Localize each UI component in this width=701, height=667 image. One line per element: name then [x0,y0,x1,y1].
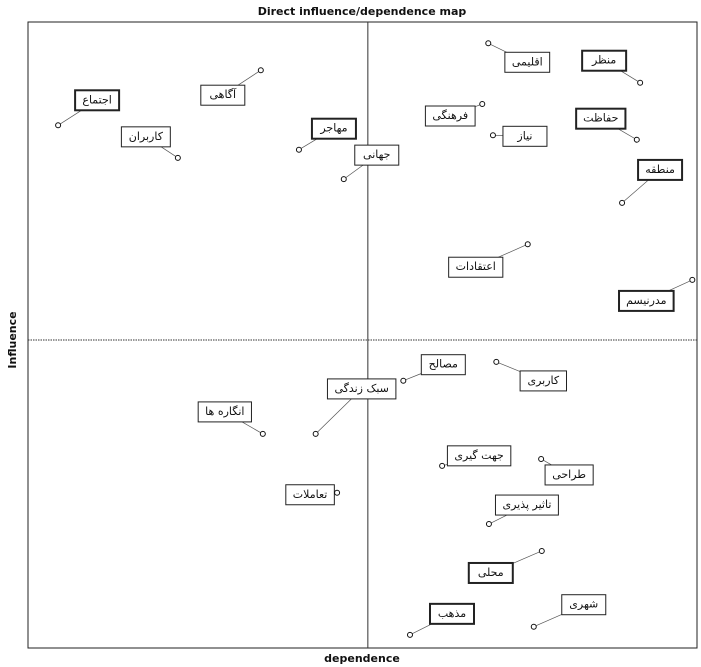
point-label: اجتماع [82,93,111,106]
leader-line [668,279,693,292]
label-box [446,445,512,467]
point [689,276,696,283]
leader-line [57,109,82,126]
point-label: منظر [591,54,616,67]
point [493,358,500,365]
x-axis-label: dependence [324,652,400,665]
leader-line [488,42,507,53]
label-box [575,107,627,130]
point-label: جهت گیری [454,449,503,462]
label-box [200,84,246,106]
point [485,40,492,47]
leader-line [343,164,364,180]
point [334,489,341,496]
label-box [519,370,568,392]
point-label: انگاره ها [205,405,244,418]
label-box [544,464,594,486]
point-label: جهانی [363,148,390,161]
point [340,176,347,183]
leader-line [298,138,318,151]
point [479,101,486,108]
point [633,136,640,143]
label-box [428,602,475,625]
point [295,146,302,153]
leader-line [512,550,542,564]
point [406,631,413,638]
leader-line [621,179,649,204]
point-label: مهاجر [319,122,347,135]
point [530,623,537,630]
point-label: کاربران [129,130,164,143]
point [524,241,531,248]
leader-line [409,623,433,636]
label-box [74,89,121,112]
point-label: شهری [569,598,598,611]
leader-line [237,69,262,86]
label-box [424,105,476,127]
label-box [285,484,335,506]
point [538,547,545,554]
label-box [420,354,466,376]
point [257,67,264,74]
point-label: اقلیمی [512,55,543,68]
point-label: نیاز [516,129,532,142]
chart-title: Direct influence/dependence map [258,5,467,18]
point-label: مذهب [438,607,466,620]
leader-line [498,243,528,258]
point [619,199,626,206]
point-label: سبک زندگی [334,382,388,395]
leader-line [488,514,508,525]
label-box [310,117,357,140]
label-box [637,158,684,181]
leader-line [403,373,422,382]
leader-line [241,421,263,435]
label-box [197,401,252,423]
point-label: مدرنیسم [626,294,667,307]
leader-line [620,70,641,84]
point-label: مصالح [429,358,458,371]
label-box [618,289,675,312]
label-box [504,51,551,73]
leader-line [533,614,562,628]
point [485,521,492,528]
label-box [502,125,548,147]
label-box [494,494,559,516]
point-label: تعاملات [293,488,328,501]
point [637,79,644,86]
y-axis-label: Influence [6,311,19,368]
point-label: کاربری [527,374,559,387]
leader-line [160,146,179,159]
point [400,377,407,384]
label-box [448,256,504,278]
point-label: محلی [478,566,504,579]
leader-line [496,361,521,372]
point-label: فرهنگی [432,109,468,122]
point [489,132,496,139]
label-box [467,561,514,584]
label-box [561,594,607,616]
point-label: اعتقادات [456,260,496,273]
point-label: منطقه [645,163,675,176]
point-label: تاثیر پذیری [502,498,551,511]
leader-line [315,398,352,435]
point [538,455,545,462]
point [55,122,62,129]
point [439,462,446,469]
label-box [581,49,628,72]
label-box [354,144,400,166]
point [312,430,319,437]
point [259,430,266,437]
label-box [326,378,397,400]
point-label: آگاهی [209,87,237,101]
point [174,154,181,161]
leader-line [617,128,637,140]
point-label: طراحی [552,468,586,481]
point-label: حفاظت [583,112,618,125]
label-box [120,126,171,148]
